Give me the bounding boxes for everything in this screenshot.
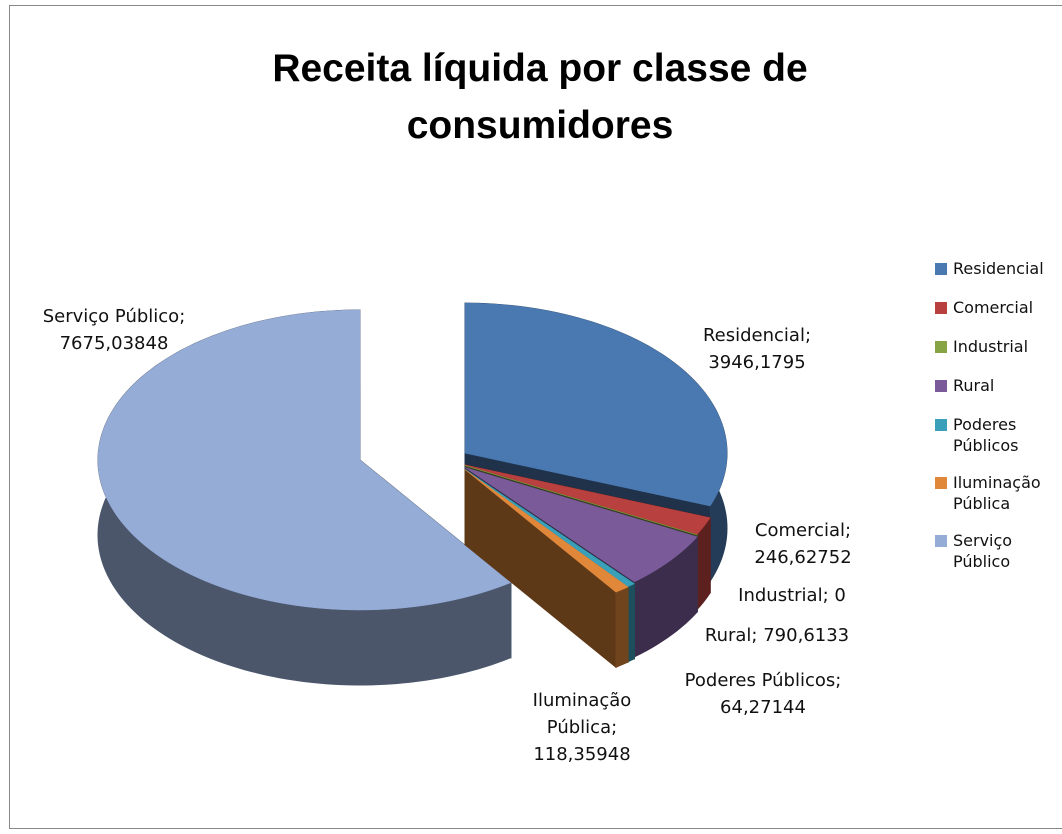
data-label-separator: ; (845, 520, 852, 541)
data-label-value: 0 (834, 585, 846, 606)
data-label-category: Rural (704, 625, 752, 646)
data-label-separator: ; (179, 306, 186, 327)
legend-swatch (935, 341, 947, 353)
data-label: Poderes Públicos; 64,27144 (685, 667, 842, 721)
data-label-category: Poderes Públicos (684, 670, 836, 691)
legend-swatch (935, 535, 947, 547)
legend-item: Poderes Públicos (935, 414, 1055, 456)
legend-swatch (935, 380, 947, 392)
legend-label: Industrial (953, 337, 1029, 356)
slice (97, 309, 512, 611)
data-label: Iluminação Pública; 118,35948 (522, 687, 642, 768)
data-label-category: Iluminação Pública (532, 690, 632, 738)
legend-item: Industrial (935, 336, 1055, 357)
legend-item: Serviço Público (935, 530, 1055, 572)
data-label: Comercial; 246,62752 (754, 517, 851, 571)
data-label: Rural; 790,6133 (705, 622, 849, 649)
legend-swatch (935, 419, 947, 431)
legend-swatch (935, 263, 947, 275)
data-label-category: Comercial (754, 520, 846, 541)
legend-label: Comercial (953, 298, 1034, 317)
data-label-separator: ; (611, 717, 618, 738)
slice (464, 302, 728, 507)
chart-border (9, 5, 1062, 829)
slice-side (615, 586, 629, 668)
legend-item: Comercial (935, 297, 1055, 318)
legend-label: Iluminação Pública (953, 473, 1041, 513)
data-label-category: Industrial (738, 585, 823, 606)
data-label: Residencial; 3946,1795 (703, 322, 811, 376)
data-label-separator: ; (835, 670, 842, 691)
slice-side (627, 582, 635, 663)
data-label-value: 118,35948 (533, 744, 631, 765)
data-label-value: 64,27144 (720, 697, 806, 718)
legend-swatch (935, 302, 947, 314)
data-label-value: 3946,1795 (708, 352, 806, 373)
data-label-separator: ; (804, 325, 812, 346)
legend-label: Rural (953, 376, 995, 395)
legend-item: Iluminação Pública (935, 472, 1055, 514)
slice (464, 467, 698, 583)
legend-item: Residencial (935, 258, 1055, 279)
chart-title: Receita líquida por classe de consumidor… (272, 47, 808, 147)
legend-label: Residencial (953, 259, 1044, 278)
legend-label: Poderes Públicos (953, 415, 1019, 455)
slice (464, 469, 635, 587)
data-label-category: Residencial (702, 325, 805, 346)
slice (464, 469, 629, 593)
data-label-value: 7675,03848 (59, 333, 169, 354)
slice (464, 464, 711, 535)
legend-label: Serviço Público (953, 531, 1013, 571)
data-label-separator: ; (822, 585, 829, 606)
data-label-separator: ; (751, 625, 758, 646)
legend-item: Rural (935, 375, 1055, 396)
data-label: Industrial; 0 (738, 582, 846, 609)
legend-swatch (935, 477, 947, 489)
data-label-category: Serviço Público (42, 306, 180, 327)
data-label-value: 790,6133 (763, 625, 850, 646)
data-label-value: 246,62752 (754, 547, 852, 568)
data-label: Serviço Público; 7675,03848 (43, 303, 186, 357)
